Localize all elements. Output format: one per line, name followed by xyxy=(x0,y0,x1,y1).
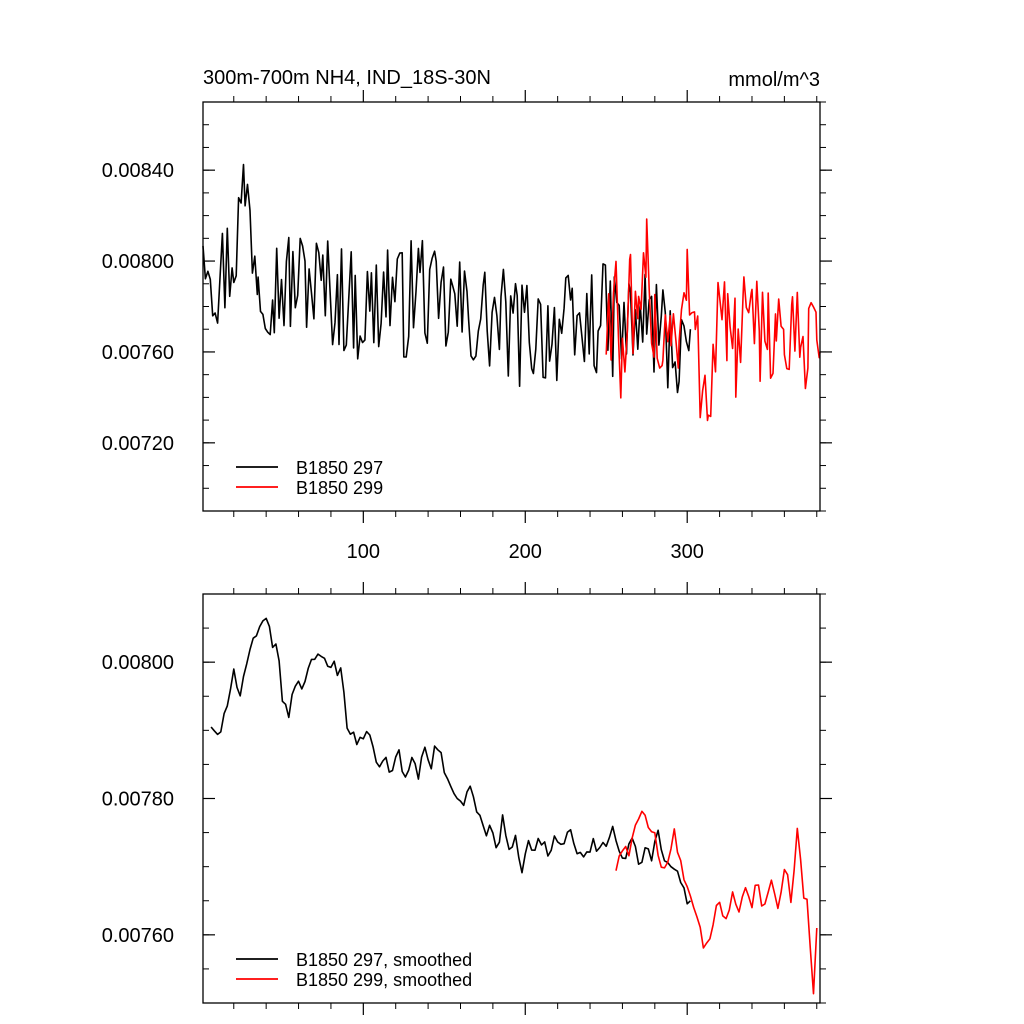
top-panel: 0.00720 0.00760 0.00800 0.00840 100 200 300 B18… xyxy=(102,90,832,563)
series-line-b1850-299-smoothed xyxy=(615,810,818,995)
chart-title: 300m-700m NH4, IND_18S-30N xyxy=(203,67,491,89)
legend-label: B1850 299, smoothed xyxy=(296,970,472,990)
legend-label: B1850 299 xyxy=(296,478,383,498)
series-line-b1850-297 xyxy=(202,163,692,394)
series-line-b1850-299 xyxy=(605,218,821,422)
legend-label: B1850 297, smoothed xyxy=(296,950,472,970)
x-tick-label: 300 xyxy=(671,541,704,563)
y-tick-label: 0.00840 xyxy=(102,160,174,182)
y-tick-label: 0.00760 xyxy=(102,925,174,947)
series-line-b1850-297-smoothed xyxy=(210,617,691,905)
legend-label: B1850 297 xyxy=(296,458,383,478)
y-tick-label: 0.00720 xyxy=(102,433,174,455)
y-tick-label: 0.00800 xyxy=(102,652,174,674)
chart-units: mmol/m^3 xyxy=(728,69,820,91)
y-tick-label: 0.00800 xyxy=(102,251,174,273)
x-tick-label: 100 xyxy=(347,541,380,563)
y-tick-label: 0.00760 xyxy=(102,342,174,364)
x-tick-label: 200 xyxy=(509,541,542,563)
y-tick-label: 0.00780 xyxy=(102,789,174,811)
bottom-panel: 0.00760 0.00780 0.00800 B1850 297, smoothed… xyxy=(102,582,832,1015)
plot-frame xyxy=(202,593,821,1004)
